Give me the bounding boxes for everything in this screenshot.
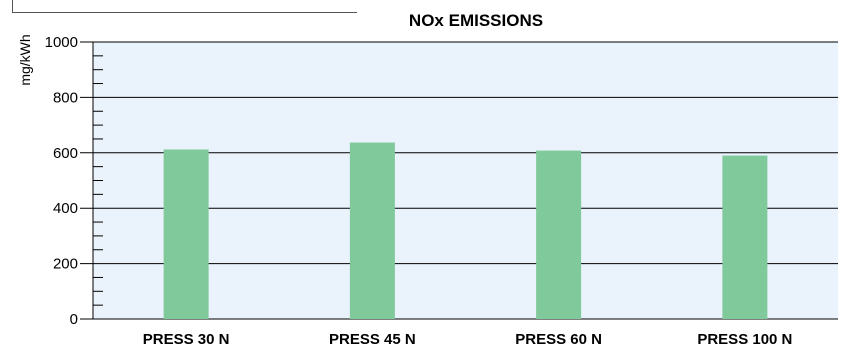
y-tick-label: 0 [70, 311, 78, 328]
x-category-label: PRESS 45 N [329, 331, 416, 348]
y-tick-labels: 0 200 400 600 800 1000 [45, 34, 78, 328]
bar [536, 150, 582, 319]
x-category-label: PRESS 100 N [697, 331, 792, 348]
y-tick-label: 200 [53, 256, 78, 273]
y-tick-label: 800 [53, 89, 78, 106]
y-tick-label: 400 [53, 200, 78, 217]
category-labels: PRESS 30 N PRESS 45 N PRESS 60 N PRESS 100 … [143, 331, 793, 348]
bar [722, 155, 768, 319]
y-tick-label: 600 [53, 145, 78, 162]
bar [349, 142, 395, 319]
x-category-label: PRESS 30 N [143, 331, 230, 348]
y-axis [92, 42, 103, 319]
y-tick-label: 1000 [45, 34, 78, 51]
x-category-label: PRESS 60 N [515, 331, 602, 348]
y-axis-label: mg/kWh [17, 34, 33, 85]
bars [163, 142, 768, 319]
bar [163, 149, 209, 319]
frame-line-horizontal [12, 12, 357, 13]
chart-title: NOx EMISSIONS [409, 11, 543, 30]
plot-area [93, 42, 838, 319]
frame-line-vertical [12, 0, 13, 13]
